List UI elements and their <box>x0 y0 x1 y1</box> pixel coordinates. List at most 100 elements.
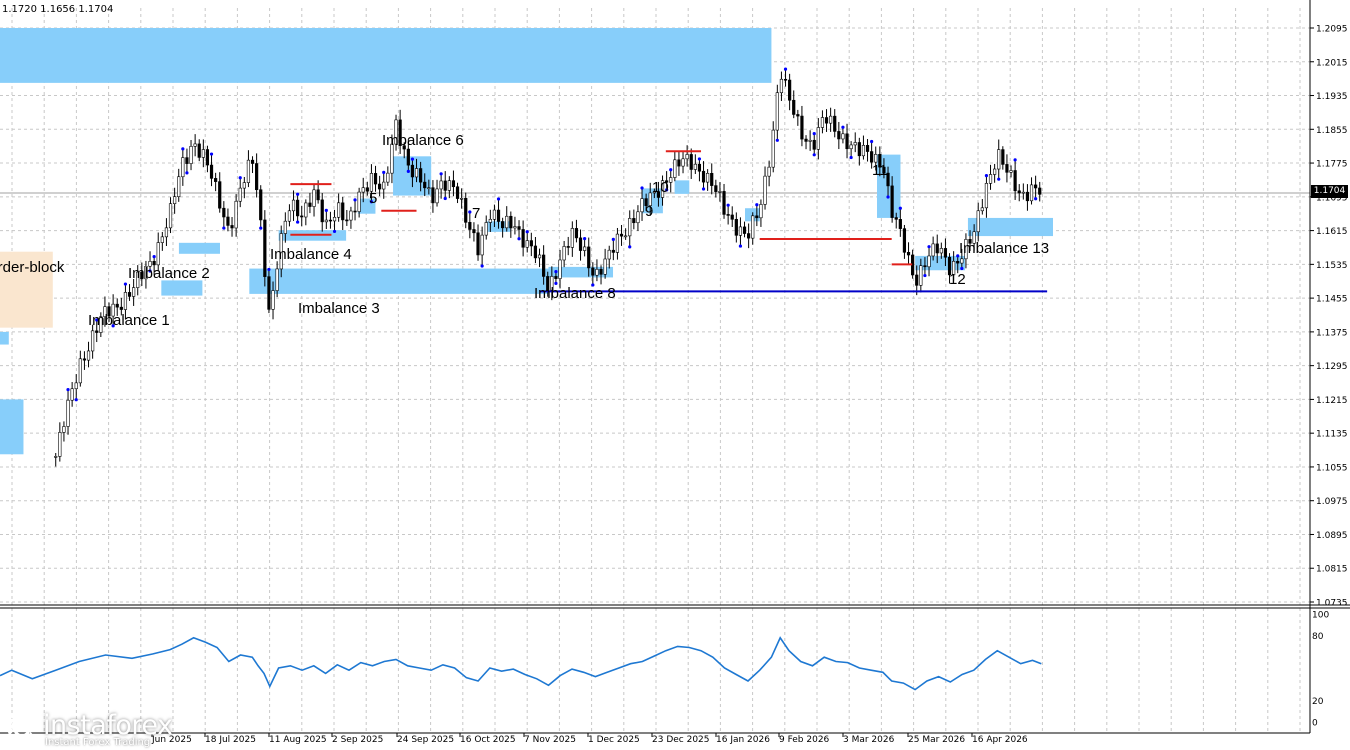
candle-body <box>337 202 341 218</box>
candle-body <box>300 215 304 218</box>
candle-body <box>357 191 361 212</box>
candle-body <box>525 240 529 248</box>
zone-label: Imbalance 1 <box>88 312 170 329</box>
imbalance-zone <box>178 242 220 254</box>
candle-body <box>386 172 390 183</box>
candle-body <box>882 166 886 174</box>
zone-label: Imbalance 6 <box>382 132 464 149</box>
candle-body <box>95 330 99 333</box>
price-tick-label: 1.1855 <box>1316 126 1348 136</box>
candle-body <box>775 92 779 131</box>
fractal-marker <box>95 318 99 322</box>
fractal-marker <box>525 230 529 234</box>
candle-body <box>808 139 812 142</box>
candle-body <box>783 78 788 81</box>
candle-body <box>66 399 70 427</box>
price-tick-label: 1.0895 <box>1316 531 1348 541</box>
candle-body <box>993 168 997 175</box>
fractal-marker <box>640 186 644 190</box>
zone-label: 5 <box>369 190 377 207</box>
candle-body <box>837 131 841 140</box>
candle-body <box>742 226 747 234</box>
candle-body <box>168 203 173 229</box>
fractal-marker <box>296 192 300 196</box>
candle-body <box>189 146 193 164</box>
fractal-marker <box>870 139 874 144</box>
candle-body <box>54 456 58 458</box>
candle-body <box>328 219 333 222</box>
candle-body <box>460 197 464 200</box>
candle-body <box>923 265 927 268</box>
candle-body <box>373 173 378 185</box>
candle-body <box>652 191 656 194</box>
candle-body <box>513 226 517 229</box>
candle-body <box>205 149 210 166</box>
zone-label: Imbalance 13 <box>959 240 1049 257</box>
candle-body <box>185 157 189 164</box>
candle-body <box>226 216 230 226</box>
candle-body <box>234 200 238 229</box>
candle-body <box>824 117 829 124</box>
fractal-marker <box>554 270 558 274</box>
candle-body <box>919 265 923 286</box>
candle-body <box>443 180 447 191</box>
fractal-marker <box>898 206 902 210</box>
candle-body <box>906 252 911 256</box>
candle-body <box>148 261 152 267</box>
candle-body <box>693 163 697 170</box>
candlestick-series <box>54 67 1042 467</box>
time-tick-label: Jun 2025 <box>151 735 192 745</box>
candle-body <box>230 225 234 229</box>
candle-body <box>156 242 160 266</box>
candle-body <box>984 183 989 209</box>
candle-body <box>1029 184 1034 202</box>
candle-body <box>369 173 374 192</box>
fractal-marker <box>439 172 443 176</box>
candle-body <box>160 236 164 243</box>
candle-body <box>968 239 972 244</box>
fractal-marker <box>697 157 702 161</box>
fractal-marker <box>849 155 853 160</box>
level-lines <box>290 150 1048 293</box>
candle-body <box>107 306 111 317</box>
candle-body <box>833 115 837 132</box>
fractal-marker <box>259 226 263 230</box>
candle-body <box>283 220 287 234</box>
candle-body <box>624 235 628 238</box>
candle-body <box>1005 164 1009 173</box>
candle-body <box>861 145 866 157</box>
candle-body <box>361 187 365 193</box>
fractal-marker <box>812 132 816 136</box>
candle-body <box>673 159 677 178</box>
fractal-marker <box>181 147 185 151</box>
candle-body <box>952 260 956 276</box>
candle-body <box>640 198 644 213</box>
candle-body <box>898 219 902 229</box>
candle-body <box>578 237 583 251</box>
candle-body <box>472 229 476 234</box>
candle-body <box>447 180 451 191</box>
candle-body <box>353 210 357 213</box>
fractal-marker <box>1034 197 1038 201</box>
price-tick-label: 1.1295 <box>1316 362 1348 372</box>
candle-body <box>792 99 796 115</box>
candle-body <box>455 186 460 199</box>
candle-body <box>730 214 734 220</box>
price-tick-label: 1.1535 <box>1316 261 1348 271</box>
fractal-marker <box>775 138 779 142</box>
candle-body <box>759 204 763 219</box>
fractal-marker <box>66 388 70 392</box>
fractal-marker <box>296 220 300 224</box>
candle-body <box>123 292 128 310</box>
fractal-marker <box>701 187 706 191</box>
candle-body <box>820 117 825 128</box>
fractal-marker <box>554 281 558 285</box>
candle-body <box>99 316 103 333</box>
candle-body <box>734 218 738 236</box>
candle-body <box>271 290 275 310</box>
candle-body <box>533 245 538 259</box>
fractal-marker <box>496 197 501 201</box>
time-tick-label: 16 Jan 2026 <box>716 735 770 745</box>
candle-body <box>960 258 964 264</box>
